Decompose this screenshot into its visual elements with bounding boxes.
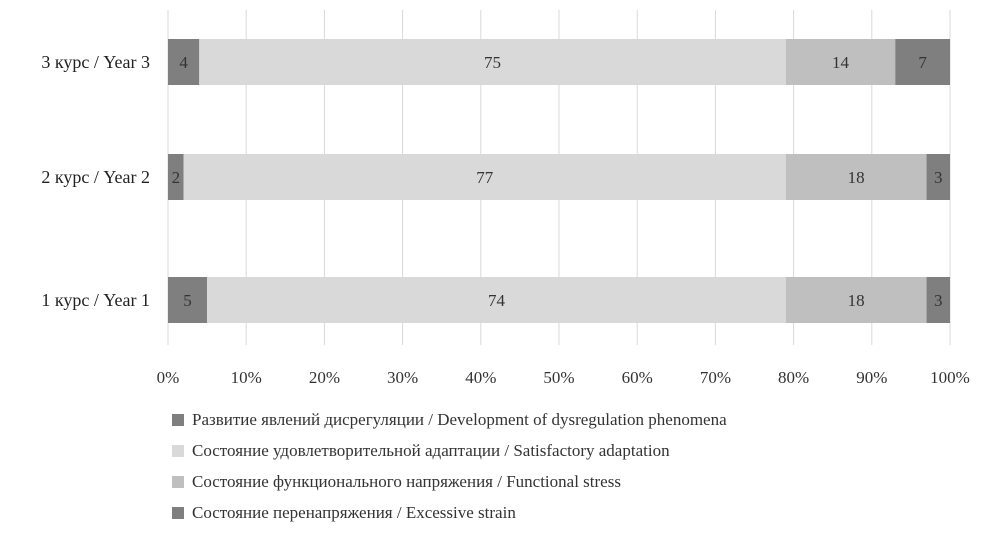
category-label: 1 курс / Year 1	[41, 290, 150, 310]
legend-label: Развитие явлений дисрегуляции / Developm…	[192, 409, 727, 429]
bar-segment	[785, 39, 896, 85]
data-label: 77	[476, 168, 494, 187]
data-label: 3	[934, 168, 943, 187]
legend-label: Состояние функционального напряжения / F…	[192, 471, 621, 491]
data-label: 3	[934, 291, 943, 310]
x-tick-label: 30%	[387, 368, 418, 387]
x-tick-label: 80%	[778, 368, 809, 387]
data-label: 2	[172, 168, 181, 187]
bar-segment	[183, 154, 786, 200]
x-tick-label: 50%	[543, 368, 574, 387]
data-label: 18	[848, 168, 865, 187]
bar-segment	[168, 39, 200, 85]
bar-segment	[168, 277, 208, 323]
category-label: 2 курс / Year 2	[41, 167, 150, 187]
x-tick-label: 100%	[930, 368, 970, 387]
x-tick-label: 60%	[622, 368, 653, 387]
x-tick-label: 20%	[309, 368, 340, 387]
data-label: 5	[183, 291, 192, 310]
bar-segment	[207, 277, 786, 323]
data-label: 7	[918, 53, 927, 72]
bar-segment	[168, 154, 184, 200]
legend-label: Состояние удовлетворительной адаптации /…	[192, 440, 670, 460]
x-tick-label: 90%	[856, 368, 887, 387]
chart-legend: Развитие явлений дисрегуляции / Developm…	[172, 404, 727, 528]
bar-segment	[785, 277, 927, 323]
category-label: 3 курс / Year 3	[41, 52, 150, 72]
legend-item: Состояние перенапряжения / Excessive str…	[172, 497, 727, 528]
x-tick-label: 10%	[231, 368, 262, 387]
legend-item: Состояние функционального напряжения / F…	[172, 466, 727, 497]
x-tick-label: 0%	[157, 368, 180, 387]
bar-segment	[199, 39, 786, 85]
bar-segment	[785, 154, 927, 200]
bar-segment	[895, 39, 950, 85]
stacked-bar-chart: 0% 10% 20% 30% 40% 50% 60% 70% 80% 90% 100% 1 курс …	[41, 10, 970, 387]
x-tick-label: 70%	[700, 368, 731, 387]
legend-swatch	[172, 413, 184, 426]
data-label: 18	[848, 291, 865, 310]
bar-segment	[926, 277, 950, 323]
legend-swatch	[172, 506, 184, 519]
data-label: 14	[832, 53, 850, 72]
legend-item: Состояние удовлетворительной адаптации /…	[172, 435, 727, 466]
data-label: 74	[488, 291, 506, 310]
legend-swatch	[172, 475, 184, 488]
legend-item: Развитие явлений дисрегуляции / Developm…	[172, 404, 727, 435]
data-label: 75	[484, 53, 501, 72]
bar-segment	[926, 154, 950, 200]
legend-label: Состояние перенапряжения / Excessive str…	[192, 502, 516, 522]
x-tick-label: 40%	[465, 368, 496, 387]
legend-swatch	[172, 444, 184, 457]
data-label: 4	[179, 53, 188, 72]
